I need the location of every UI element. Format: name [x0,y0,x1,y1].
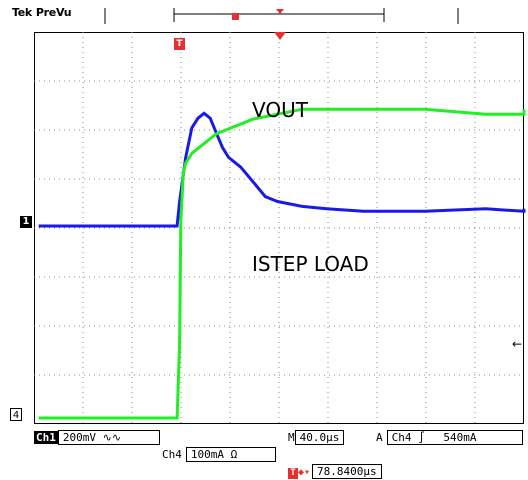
ch1-ground-marker: 1 [20,216,32,228]
offscreen-arrow-icon: ← [512,337,522,351]
ch1-coupling-icon: ∿∿ [102,431,122,444]
vout-label: VOUT [252,98,308,122]
record-trigger-marker [232,13,239,20]
istep-trace [38,107,526,420]
ch1-readout: Ch1 200mV ∿∿ [34,430,160,445]
trigger-t-marker: T [174,38,185,50]
mode-label: PreVu [35,6,72,19]
trigger-position-value: 78.8400μs [317,465,377,478]
ch1-scale-box: 200mV ∿∿ [57,430,160,445]
ch4-readout: Ch4 100mA Ω [162,447,276,462]
timebase-value: 40.0μs [299,431,340,444]
trigger-readout: A Ch4 ∫ 540mA [376,430,523,445]
trigger-source: Ch4 [391,431,412,444]
ch4-tag: Ch4 [162,448,182,461]
istep-label: ISTEP LOAD [252,252,369,276]
brand-label: Tek PreVu [12,6,72,19]
timebase-readout: M 40.0μs [288,430,345,445]
trigger-tag: A [376,431,383,444]
top-status-bar: Tek PreVu [0,0,528,32]
timebase-tag: M [288,431,295,444]
record-trigger-arrow [276,9,284,14]
ch1-scale: 200mV [62,431,96,444]
trigger-position-t-icon: T [288,468,298,479]
trigger-position-box: 78.8400μs [312,464,382,479]
graticule [34,32,524,424]
record-view-bar [104,8,459,24]
timebase-box: 40.0μs [294,430,345,445]
trigger-level: 540mA [443,431,477,444]
ch4-scale: 100mA Ω [190,448,238,461]
trigger-slope-icon: ∫ [418,431,425,444]
trigger-position-arrow-icon: ◆▾ [298,467,311,478]
ch4-ground-marker: 4 [10,408,22,421]
ch4-scale-box: 100mA Ω [185,447,276,462]
trigger-position-readout: T ◆▾ 78.8400μs [288,464,382,479]
brand-tek: Tek [12,6,32,19]
vout-trace [38,111,526,228]
ch1-tag: Ch1 [34,431,58,444]
trigger-box: Ch4 ∫ 540mA [386,430,523,445]
trigger-position-arrow [274,32,286,40]
